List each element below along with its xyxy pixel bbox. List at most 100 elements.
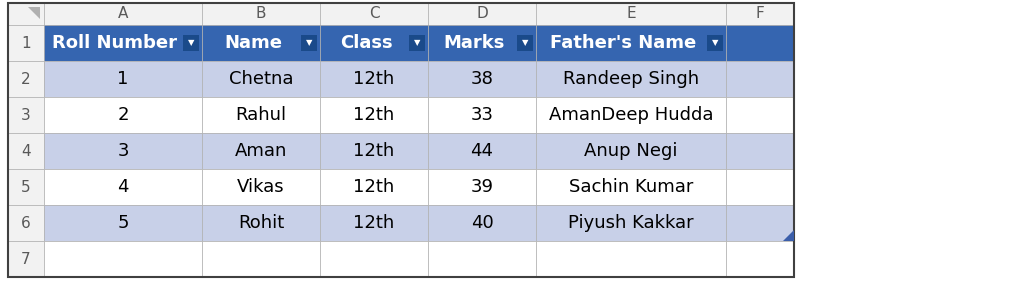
Bar bbox=[319, 169, 428, 205]
Bar bbox=[319, 205, 428, 241]
Text: 12th: 12th bbox=[353, 106, 394, 124]
Text: Rahul: Rahul bbox=[236, 106, 287, 124]
Text: 12th: 12th bbox=[353, 70, 394, 88]
Text: 6: 6 bbox=[22, 215, 31, 230]
Text: 3: 3 bbox=[22, 107, 31, 123]
Bar bbox=[726, 97, 794, 133]
Text: Sachin Kumar: Sachin Kumar bbox=[568, 178, 693, 196]
Bar bbox=[536, 169, 726, 205]
Bar bbox=[726, 61, 794, 97]
Text: 7: 7 bbox=[22, 251, 31, 267]
Text: A: A bbox=[118, 6, 128, 22]
Text: ▼: ▼ bbox=[522, 39, 528, 48]
Bar bbox=[707, 35, 723, 51]
Bar bbox=[517, 35, 534, 51]
Text: Class: Class bbox=[340, 34, 392, 52]
Text: 33: 33 bbox=[470, 106, 494, 124]
Text: Aman: Aman bbox=[234, 142, 287, 160]
Text: 4: 4 bbox=[118, 178, 129, 196]
Text: B: B bbox=[256, 6, 266, 22]
Text: Randeep Singh: Randeep Singh bbox=[563, 70, 699, 88]
Bar bbox=[8, 3, 794, 277]
Text: 12th: 12th bbox=[353, 214, 394, 232]
Text: Rohit: Rohit bbox=[238, 214, 284, 232]
Bar bbox=[726, 169, 794, 205]
Bar bbox=[202, 205, 319, 241]
Bar bbox=[536, 241, 726, 277]
Bar bbox=[44, 61, 202, 97]
Text: ▼: ▼ bbox=[414, 39, 420, 48]
Bar bbox=[202, 61, 319, 97]
Bar bbox=[319, 241, 428, 277]
Text: 44: 44 bbox=[470, 142, 494, 160]
Bar bbox=[44, 205, 202, 241]
Text: Piyush Kakkar: Piyush Kakkar bbox=[568, 214, 694, 232]
Bar bbox=[536, 25, 726, 61]
Text: Vikas: Vikas bbox=[238, 178, 285, 196]
Bar bbox=[8, 61, 44, 97]
Bar bbox=[8, 133, 44, 169]
Bar bbox=[536, 61, 726, 97]
Bar bbox=[44, 169, 202, 205]
Text: 1: 1 bbox=[22, 36, 31, 51]
Text: Name: Name bbox=[224, 34, 282, 52]
Text: 1: 1 bbox=[118, 70, 129, 88]
Text: 12th: 12th bbox=[353, 178, 394, 196]
Bar bbox=[202, 133, 319, 169]
Text: Chetna: Chetna bbox=[228, 70, 293, 88]
Bar bbox=[428, 3, 536, 25]
Text: 3: 3 bbox=[118, 142, 129, 160]
Bar bbox=[428, 25, 536, 61]
Bar bbox=[8, 97, 44, 133]
Text: ▼: ▼ bbox=[306, 39, 312, 48]
Bar bbox=[44, 3, 202, 25]
Bar bbox=[44, 241, 202, 277]
Bar bbox=[319, 133, 428, 169]
Polygon shape bbox=[28, 7, 40, 19]
Bar bbox=[202, 25, 319, 61]
Bar bbox=[44, 25, 202, 61]
Text: D: D bbox=[476, 6, 487, 22]
Bar bbox=[428, 169, 536, 205]
Bar bbox=[726, 25, 794, 61]
Text: Anup Negi: Anup Negi bbox=[585, 142, 678, 160]
Text: F: F bbox=[756, 6, 764, 22]
Bar bbox=[536, 97, 726, 133]
Bar bbox=[428, 133, 536, 169]
Bar bbox=[428, 97, 536, 133]
Bar bbox=[319, 97, 428, 133]
Bar bbox=[202, 169, 319, 205]
Text: 40: 40 bbox=[471, 214, 494, 232]
Text: ▼: ▼ bbox=[712, 39, 718, 48]
Bar bbox=[319, 25, 428, 61]
Bar bbox=[202, 97, 319, 133]
Text: Father's Name: Father's Name bbox=[550, 34, 696, 52]
Bar bbox=[183, 35, 199, 51]
Bar bbox=[8, 3, 44, 25]
Bar bbox=[202, 241, 319, 277]
Text: 2: 2 bbox=[118, 106, 129, 124]
Text: E: E bbox=[627, 6, 636, 22]
Bar bbox=[726, 241, 794, 277]
Bar bbox=[8, 241, 44, 277]
Text: C: C bbox=[369, 6, 379, 22]
Bar bbox=[319, 3, 428, 25]
Bar bbox=[428, 205, 536, 241]
Bar bbox=[8, 169, 44, 205]
Bar bbox=[202, 3, 319, 25]
Bar bbox=[726, 205, 794, 241]
Bar bbox=[536, 205, 726, 241]
Bar bbox=[44, 97, 202, 133]
Bar bbox=[8, 205, 44, 241]
Text: 38: 38 bbox=[471, 70, 494, 88]
Text: 5: 5 bbox=[22, 180, 31, 194]
Polygon shape bbox=[783, 230, 794, 241]
Text: 12th: 12th bbox=[353, 142, 394, 160]
Bar bbox=[409, 35, 425, 51]
Text: 2: 2 bbox=[22, 72, 31, 86]
Text: 5: 5 bbox=[118, 214, 129, 232]
Bar bbox=[428, 61, 536, 97]
Bar bbox=[428, 241, 536, 277]
Bar bbox=[726, 133, 794, 169]
Bar bbox=[726, 3, 794, 25]
